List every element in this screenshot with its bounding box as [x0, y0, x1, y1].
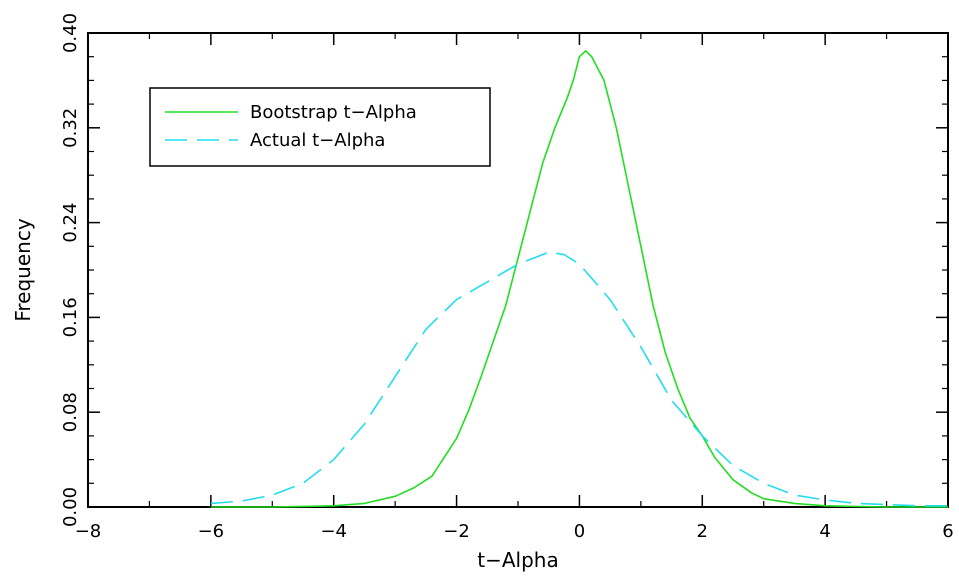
x-tick-labels: −8 −6 −4 −2 0 2 4 6: [75, 521, 954, 542]
series-lines: [210, 49, 948, 508]
x-tick-label: −4: [320, 521, 347, 542]
x-tick-label: 4: [819, 521, 830, 542]
series-line-actual: [210, 251, 948, 507]
legend-label-bootstrap: Bootstrap t−Alpha: [250, 102, 417, 123]
y-tick-labels: 0.00 0.08 0.16 0.24 0.32 0.40: [60, 13, 81, 527]
y-tick-label: 0.40: [60, 13, 81, 53]
x-tick-label: −2: [443, 521, 470, 542]
tick-marks: [87, 32, 949, 508]
x-tick-label: 2: [697, 521, 708, 542]
x-tick-label: −8: [75, 521, 102, 542]
y-tick-label: 0.00: [60, 487, 81, 527]
y-tick-label: 0.32: [60, 108, 81, 148]
y-tick-label: 0.08: [60, 392, 81, 432]
y-axis-title: Frequency: [11, 218, 35, 321]
x-tick-label: 0: [574, 521, 585, 542]
legend-label-actual: Actual t−Alpha: [250, 130, 385, 151]
x-tick-label: 6: [942, 521, 953, 542]
series-line-bootstrap: [210, 49, 948, 508]
legend: Bootstrap t−Alpha Actual t−Alpha: [149, 87, 491, 167]
y-tick-label: 0.16: [60, 297, 81, 337]
x-tick-label: −6: [198, 521, 225, 542]
y-tick-label: 0.24: [60, 203, 81, 243]
legend-box: [149, 87, 491, 167]
x-axis-title: t−Alpha: [477, 548, 558, 572]
